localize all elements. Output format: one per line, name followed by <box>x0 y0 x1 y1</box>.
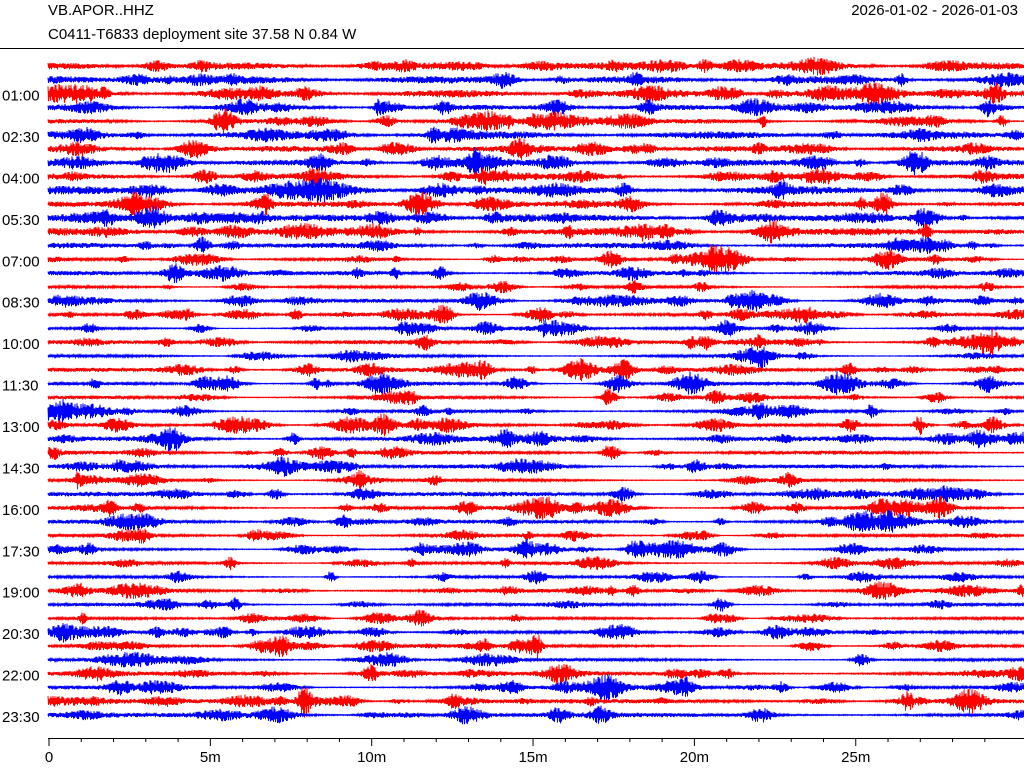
y-tick-label: 16:00 <box>2 502 40 519</box>
trace <box>47 509 1024 533</box>
y-tick-label: 01:00 <box>2 88 40 105</box>
trace <box>47 609 1024 627</box>
trace <box>47 456 1024 477</box>
trace <box>47 539 1024 559</box>
y-tick-label: 20:30 <box>2 626 40 643</box>
x-tick-label: 5m <box>200 749 221 766</box>
y-tick-label: 23:30 <box>2 709 40 726</box>
y-tick-label: 17:30 <box>2 543 40 560</box>
trace <box>47 581 1024 600</box>
x-tick-label: 0 <box>45 749 53 766</box>
trace <box>47 263 1024 284</box>
trace <box>47 371 1024 396</box>
y-tick-label: 19:00 <box>2 585 40 602</box>
trace <box>47 556 1024 571</box>
trace <box>47 388 1024 406</box>
trace <box>47 71 1024 89</box>
trace <box>47 528 1024 544</box>
trace <box>47 346 1024 369</box>
y-tick-label: 14:30 <box>2 460 40 477</box>
trace <box>47 205 1024 229</box>
date-range: 2026-01-02 - 2026-01-03 <box>851 2 1018 19</box>
trace <box>47 674 1024 701</box>
trace <box>47 664 1024 685</box>
trace <box>47 427 1024 452</box>
trace <box>47 687 1024 718</box>
trace <box>47 167 1024 186</box>
y-tick-label: 08:30 <box>2 295 40 312</box>
trace <box>47 177 1024 204</box>
trace <box>47 98 1024 118</box>
y-tick-label: 05:30 <box>2 212 40 229</box>
y-tick-label: 11:30 <box>2 378 38 395</box>
trace <box>47 138 1024 160</box>
y-tick-label: 04:00 <box>2 170 40 187</box>
trace <box>47 398 1024 424</box>
trace <box>47 470 1024 491</box>
trace <box>47 219 1024 244</box>
y-tick-label: 02:30 <box>2 129 40 146</box>
x-tick-label: 10m <box>357 749 386 766</box>
trace <box>47 328 1024 357</box>
trace <box>47 445 1024 461</box>
traces <box>47 56 1024 725</box>
x-tick-label: 15m <box>518 749 547 766</box>
x-tick-label: 20m <box>680 749 709 766</box>
trace <box>47 319 1024 338</box>
trace <box>47 236 1024 255</box>
trace <box>47 126 1024 144</box>
y-tick-label: 10:00 <box>2 336 40 353</box>
trace <box>47 485 1024 503</box>
trace <box>47 191 1024 218</box>
x-tick-label: 25m <box>841 749 870 766</box>
y-tick-label: 22:00 <box>2 668 40 685</box>
trace <box>47 108 1024 136</box>
trace <box>47 279 1024 294</box>
trace <box>47 245 1024 274</box>
trace <box>47 82 1024 106</box>
trace <box>47 357 1024 382</box>
site-subtitle: C0411-T6833 deployment site 37.58 N 0.84… <box>48 26 357 43</box>
trace <box>47 570 1024 585</box>
station-title: VB.APOR..HHZ <box>48 2 154 19</box>
trace <box>47 289 1024 312</box>
trace <box>47 623 1024 643</box>
y-tick-label: 07:00 <box>2 253 40 270</box>
trace <box>47 634 1024 661</box>
trace <box>47 597 1024 612</box>
trace <box>47 413 1024 437</box>
trace <box>47 651 1024 668</box>
trace <box>47 56 1024 76</box>
trace <box>47 304 1024 324</box>
trace <box>47 705 1024 725</box>
trace <box>47 146 1024 177</box>
y-tick-label: 13:00 <box>2 419 40 436</box>
trace <box>47 495 1024 521</box>
